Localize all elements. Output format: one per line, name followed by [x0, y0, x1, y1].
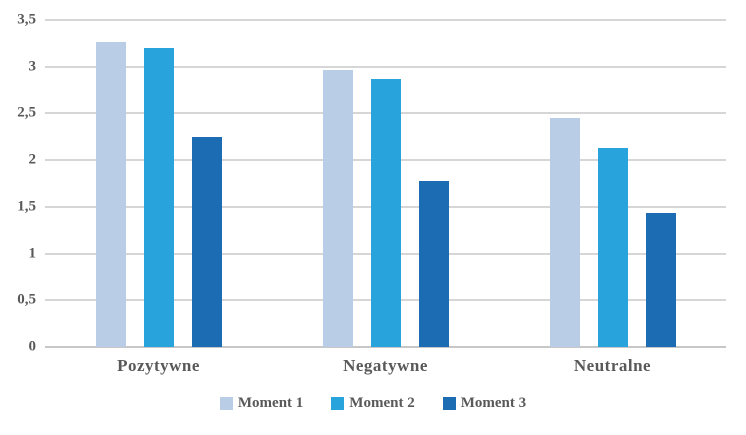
y-tick-label: 0,5 — [17, 291, 36, 308]
legend-item-moment-2: Moment 2 — [331, 395, 415, 411]
bar-negatywne-moment-3 — [418, 180, 449, 347]
y-tick-label: 3,5 — [17, 11, 36, 28]
y-tick-label: 2,5 — [17, 104, 36, 121]
gridline — [45, 19, 726, 21]
legend-item-moment-3: Moment 3 — [442, 395, 527, 411]
y-tick-label: 1,5 — [17, 198, 36, 215]
y-tick-label: 1 — [28, 245, 37, 262]
x-axis: Pozytywne Negatywne Neutralne — [45, 356, 726, 382]
bar-neutralne-moment-3 — [645, 213, 676, 347]
bar-negatywne-moment-2 — [370, 78, 401, 347]
legend-swatch-icon — [442, 397, 456, 410]
bar-neutralne-moment-1 — [549, 118, 580, 347]
legend-swatch-icon — [219, 397, 233, 410]
category-label-pozytywne: Pozytywne — [117, 356, 200, 375]
plot-area — [45, 19, 726, 348]
bar-pozytywne-moment-2 — [143, 48, 174, 347]
bar-negatywne-moment-1 — [322, 70, 353, 347]
legend-label: Moment 2 — [349, 395, 415, 411]
legend: Moment 1 Moment 2 Moment 3 — [0, 396, 746, 411]
category-label-negatywne: Negatywne — [343, 356, 428, 375]
gridline — [45, 65, 726, 68]
y-tick-label: 3 — [28, 58, 37, 75]
y-axis: 3,5 3 2,5 2 1,5 1 0,5 0 — [0, 12, 37, 354]
y-tick-label: 0 — [28, 338, 37, 355]
bar-pozytywne-moment-1 — [95, 41, 126, 347]
x-axis-line — [45, 346, 726, 348]
legend-label: Moment 3 — [460, 395, 527, 411]
legend-item-moment-1: Moment 1 — [219, 395, 304, 411]
bar-pozytywne-moment-3 — [191, 136, 222, 347]
legend-label: Moment 1 — [237, 395, 304, 411]
bar-neutralne-moment-2 — [597, 148, 628, 347]
legend-swatch-icon — [331, 397, 345, 410]
category-label-neutralne: Neutralne — [573, 356, 652, 375]
y-tick-label: 2 — [28, 151, 37, 168]
